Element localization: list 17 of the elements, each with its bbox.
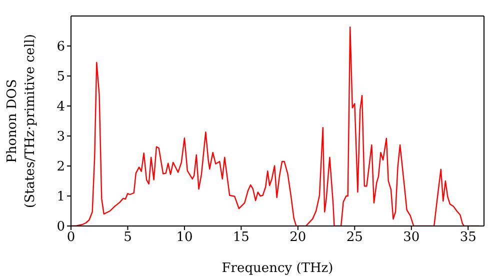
x-tick-label: 25 — [346, 230, 363, 246]
y-tick-label: 6 — [56, 40, 65, 55]
x-axis-title: Frequency (THz) — [222, 261, 334, 276]
y-tick-label: 1 — [56, 190, 65, 205]
y-tick-label: 4 — [56, 100, 65, 115]
y-tick-label: 0 — [56, 220, 65, 235]
x-tick-label: 5 — [124, 230, 132, 246]
x-tick-label: 35 — [460, 230, 476, 246]
y-tick-label: 2 — [56, 160, 65, 175]
x-tick-label: 30 — [403, 230, 420, 246]
x-tick-label: 10 — [176, 230, 193, 246]
y-tick-label: 3 — [56, 130, 65, 145]
x-tick-label: 20 — [290, 230, 306, 246]
x-tick-label: 0 — [66, 230, 76, 246]
y-tick-label: 5 — [56, 70, 65, 85]
x-tick-label: 15 — [232, 230, 250, 246]
y-axis-title: Phonon DOS (States/THz·primitive cell) — [5, 34, 38, 208]
